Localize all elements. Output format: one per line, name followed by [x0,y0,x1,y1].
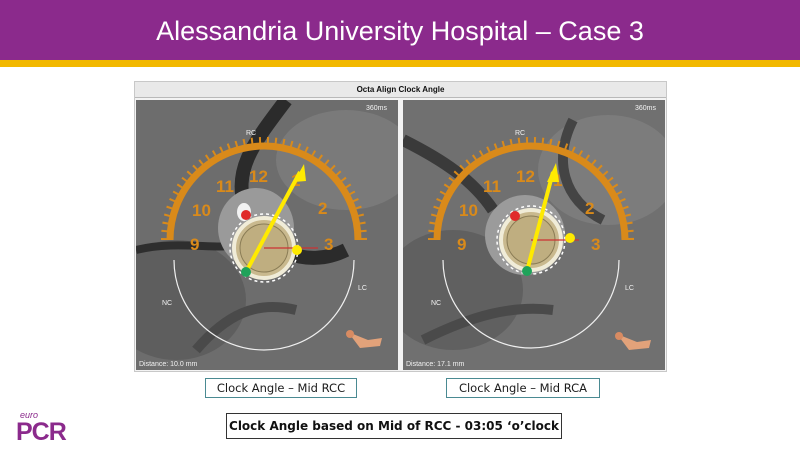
logo-small-text: euro [20,410,39,420]
clock-angle-summary: Clock Angle based on Mid of RCC - 03:05 … [226,413,562,439]
label-lc-left: LC [358,285,367,292]
time-readout-right: 360ms [635,105,657,112]
ct-scan-left: 9 10 11 12 1 2 3 RC NC LC 360ms Distance… [136,100,398,370]
hour-10: 10 [459,201,478,220]
europcr-logo: euro PCR [14,410,74,446]
marker-green-right[interactable] [522,266,532,276]
marker-red-right[interactable] [510,211,520,221]
caption-mid-rcc: Clock Angle – Mid RCC [205,378,357,398]
hour-11: 11 [483,177,501,196]
hour-12: 12 [516,167,535,186]
label-rc-left: RC [246,130,256,137]
marker-red-left[interactable] [241,210,251,220]
ct-scan-right: 9 10 11 12 1 2 3 RC NC LC 360ms Distance… [403,100,665,370]
hour-9: 9 [457,235,466,254]
hour-3: 3 [324,235,333,254]
marker-green-left[interactable] [241,267,251,277]
marker-yellow-left[interactable] [292,245,302,255]
caption-mid-rca: Clock Angle – Mid RCA [446,378,600,398]
hour-2: 2 [585,199,594,218]
header-accent-stripe [0,60,800,67]
distance-readout-right: Distance: 17.1 mm [406,361,465,368]
hour-10: 10 [192,201,211,220]
label-rc-right: RC [515,130,525,137]
ct-panel-right[interactable]: 9 10 11 12 1 2 3 RC NC LC 360ms Distance… [403,100,665,370]
orientation-figure-left [346,330,382,348]
ct-panel-left[interactable]: 9 10 11 12 1 2 3 RC NC LC 360ms Distance… [136,100,398,370]
hour-3: 3 [591,235,600,254]
hour-9: 9 [190,235,199,254]
header-band [0,0,800,60]
viewer-title: Octa Align Clock Angle [135,82,666,98]
label-lc-right: LC [625,285,634,292]
time-readout-left: 360ms [366,105,388,112]
slide-title: Alessandria University Hospital – Case 3 [156,16,644,46]
octa-align-viewer: Octa Align Clock Angle 9 10 11 12 1 2 3 [134,81,667,372]
marker-yellow-right[interactable] [565,233,575,243]
clock-ring-right [428,137,634,241]
clock-angle-arrow-right [525,171,555,272]
clock-ring-left [161,137,367,241]
label-nc-right: NC [431,300,441,307]
clock-angle-arrow-left [244,171,302,273]
hour-2: 2 [318,199,327,218]
hour-11: 11 [216,177,234,196]
hour-12: 12 [249,167,268,186]
logo-big-text: PCR [16,418,67,446]
label-nc-left: NC [162,300,172,307]
orientation-figure-right [615,332,651,350]
distance-readout-left: Distance: 10.0 mm [139,361,198,368]
